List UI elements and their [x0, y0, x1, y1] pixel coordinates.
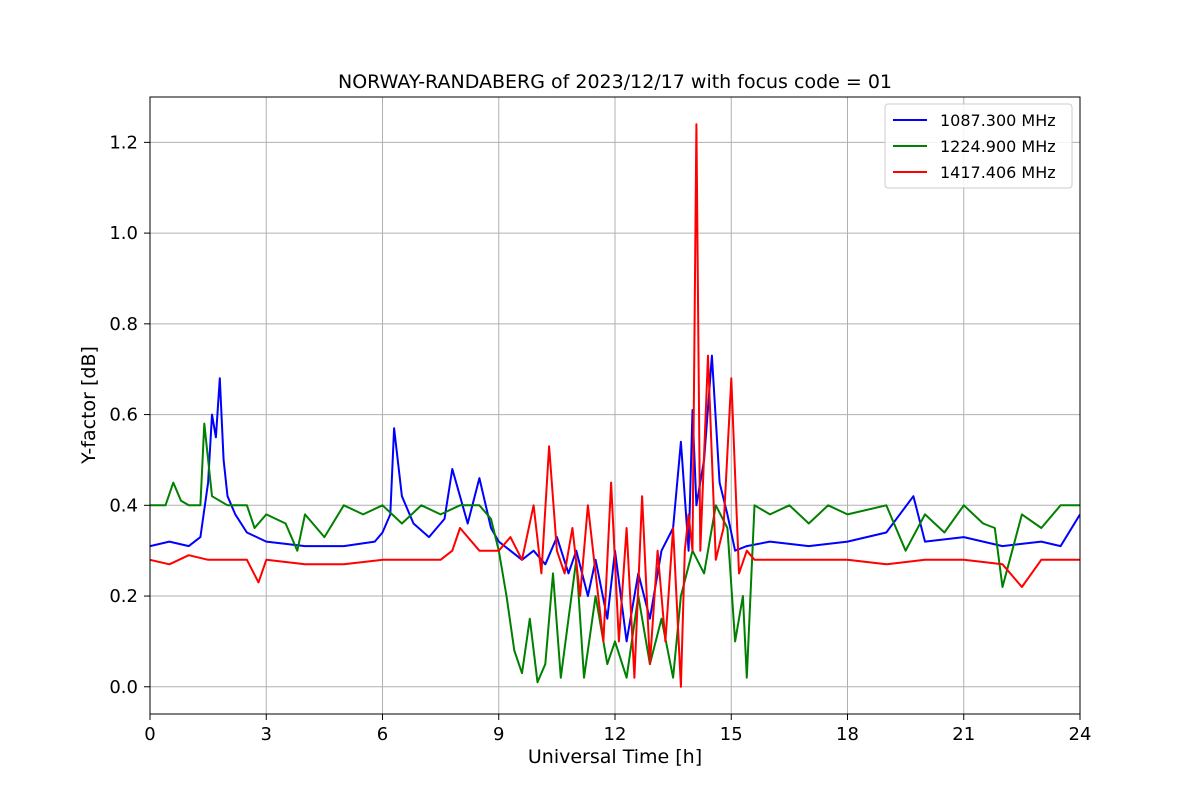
y-axis-label: Y-factor [dB] — [78, 346, 100, 465]
x-tick-label: 15 — [720, 724, 743, 745]
plot-area — [150, 123, 1080, 688]
y-tick-label: 0.8 — [109, 314, 138, 335]
x-tick-label: 3 — [261, 724, 272, 745]
legend: 1087.300 MHz 1224.900 MHz 1417.406 MHz — [884, 103, 1073, 189]
legend-box — [884, 103, 1073, 189]
y-tick-label: 0.6 — [109, 405, 138, 426]
legend-label: 1417.406 MHz — [940, 163, 1056, 182]
y-tick-label: 0.2 — [109, 586, 138, 607]
x-tick-label: 21 — [952, 724, 975, 745]
chart-title: NORWAY-RANDABERG of 2023/12/17 with focu… — [338, 71, 892, 93]
x-axis-label: Universal Time [h] — [528, 746, 702, 768]
series-line-3 — [150, 123, 1080, 688]
x-tick-label: 9 — [493, 724, 504, 745]
x-tick-label: 12 — [604, 724, 627, 745]
x-tick-label: 24 — [1069, 724, 1092, 745]
x-tick-label: 0 — [144, 724, 155, 745]
axis-ticks: 0 3 6 9 12 15 18 21 24 0.0 0.2 0.4 0.6 0.8 1.0 1.2 — [109, 132, 1091, 745]
legend-label: 1087.300 MHz — [940, 111, 1056, 130]
y-tick-label: 0.0 — [109, 677, 138, 698]
y-tick-label: 1.2 — [109, 132, 138, 153]
y-tick-label: 0.4 — [109, 495, 138, 516]
y-tick-label: 1.0 — [109, 223, 138, 244]
x-tick-label: 18 — [836, 724, 859, 745]
legend-label: 1224.900 MHz — [940, 137, 1056, 156]
x-tick-label: 6 — [377, 724, 388, 745]
series-line-1 — [150, 354, 1080, 643]
